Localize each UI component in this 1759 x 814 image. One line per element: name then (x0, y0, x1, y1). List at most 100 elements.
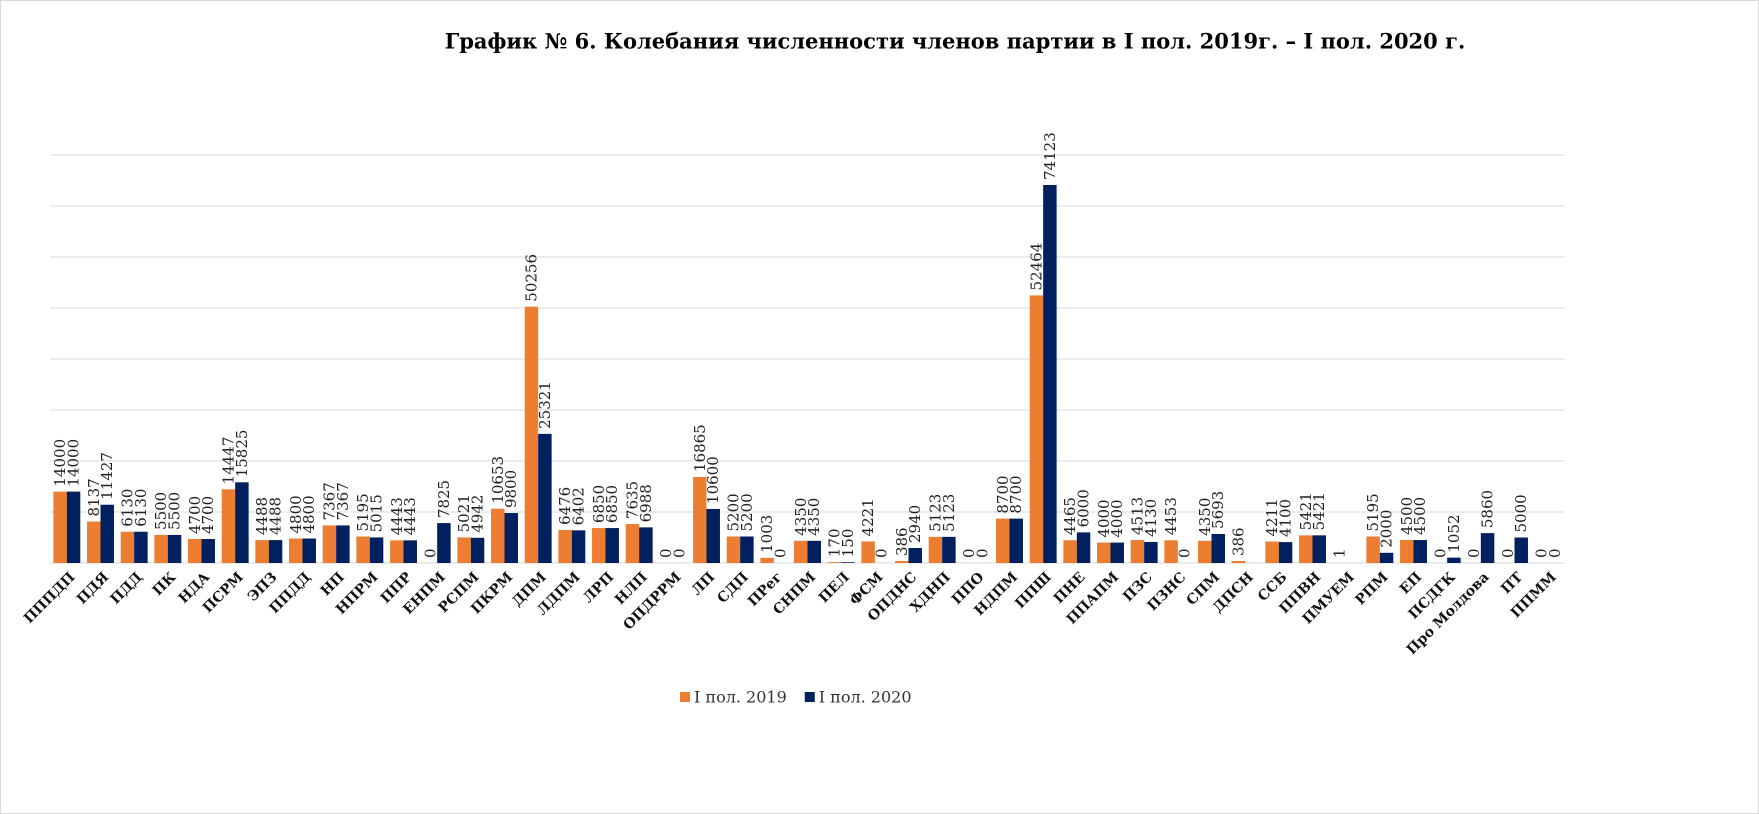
value-label: 4350 (1196, 498, 1214, 536)
bar (760, 557, 774, 563)
bar (289, 538, 303, 563)
value-label: 4800 (287, 495, 305, 533)
bar (268, 540, 283, 563)
bar (1009, 518, 1023, 563)
bar (1164, 540, 1178, 563)
value-label: 4488 (267, 497, 285, 535)
legend-label: I пол. 2019 (694, 688, 787, 707)
value-label: 4350 (792, 498, 810, 536)
value-label: 0 (671, 548, 689, 558)
value-label: 0 (1546, 548, 1564, 558)
value-label: 5500 (166, 492, 184, 530)
value-label: 25321 (536, 381, 554, 429)
bar (605, 528, 619, 563)
value-label: 386 (1229, 527, 1247, 556)
value-label: 5123 (926, 494, 944, 532)
value-label: 14447 (219, 437, 237, 485)
bar (1413, 540, 1427, 563)
legend-swatch (804, 692, 815, 702)
value-label: 0 (1532, 548, 1550, 558)
value-label: 0 (657, 548, 675, 558)
value-label: 6130 (118, 489, 136, 527)
bar (1480, 533, 1495, 563)
value-label: 0 (772, 548, 790, 558)
bar (1514, 537, 1528, 563)
value-label: 4500 (1398, 497, 1416, 535)
bar (504, 513, 518, 563)
value-label: 4000 (1095, 499, 1113, 537)
value-label: 15825 (233, 430, 251, 478)
value-label: 8700 (994, 475, 1012, 513)
value-label: 4000 (1108, 499, 1126, 537)
bar (336, 525, 350, 563)
bar (1366, 536, 1380, 563)
value-label: 5123 (940, 494, 958, 532)
bar (928, 536, 943, 563)
bar (322, 525, 337, 563)
value-label: 1052 (1445, 514, 1463, 552)
value-label: 50256 (522, 254, 540, 302)
value-label: 7367 (320, 482, 338, 520)
bar (538, 433, 552, 563)
value-label: 5021 (455, 494, 473, 532)
bar (942, 536, 956, 563)
value-label: 1 (1330, 548, 1348, 558)
bar (861, 541, 875, 563)
value-label: 4942 (469, 495, 487, 533)
bar (1379, 552, 1394, 563)
value-label: 5693 (1209, 491, 1227, 529)
value-label: 14000 (51, 439, 69, 487)
value-label: 6476 (556, 487, 574, 525)
value-label: 150 (839, 529, 857, 558)
legend-label: I пол. 2020 (819, 688, 912, 707)
bar (100, 504, 114, 563)
value-label: 170 (825, 528, 843, 557)
value-label: 5200 (724, 493, 742, 531)
value-label: 6850 (603, 485, 621, 523)
bar (134, 531, 148, 563)
value-label: 0 (1176, 548, 1194, 558)
value-label: 10653 (489, 456, 507, 504)
value-label: 2000 (1378, 510, 1396, 548)
value-label: 7825 (435, 480, 453, 518)
bar (706, 508, 720, 563)
value-label: 14000 (65, 439, 83, 487)
value-label: 4350 (805, 498, 823, 536)
bar (794, 540, 808, 563)
bar (437, 523, 451, 563)
bar (571, 530, 586, 563)
value-label: 4500 (1411, 497, 1429, 535)
bar (201, 539, 215, 563)
bar (841, 562, 855, 563)
value-label: 7635 (623, 481, 641, 519)
bar (188, 539, 202, 563)
bar (807, 540, 821, 563)
bar (53, 491, 67, 563)
bar (1312, 535, 1326, 563)
value-label: 4130 (1142, 499, 1160, 537)
value-label: 386 (893, 527, 911, 556)
value-label: 8137 (85, 478, 103, 516)
bar (996, 518, 1010, 563)
value-label: 4211 (1263, 498, 1281, 536)
legend-swatch (680, 692, 690, 702)
bar (827, 562, 842, 563)
value-label: 6988 (637, 484, 655, 522)
value-label: 5015 (368, 494, 386, 532)
value-label: 0 (1465, 548, 1483, 558)
bar (895, 561, 909, 563)
value-label: 6402 (570, 487, 588, 525)
bar (1076, 532, 1091, 563)
bar (1231, 561, 1246, 563)
bar (1265, 541, 1279, 563)
value-label: 4800 (300, 495, 318, 533)
value-label: 10600 (704, 456, 722, 504)
value-label: 5500 (152, 492, 170, 530)
bar (1299, 535, 1313, 563)
bar (740, 536, 754, 563)
bar (235, 482, 249, 563)
value-label: 0 (974, 548, 992, 558)
value-label: 52464 (1027, 243, 1045, 291)
